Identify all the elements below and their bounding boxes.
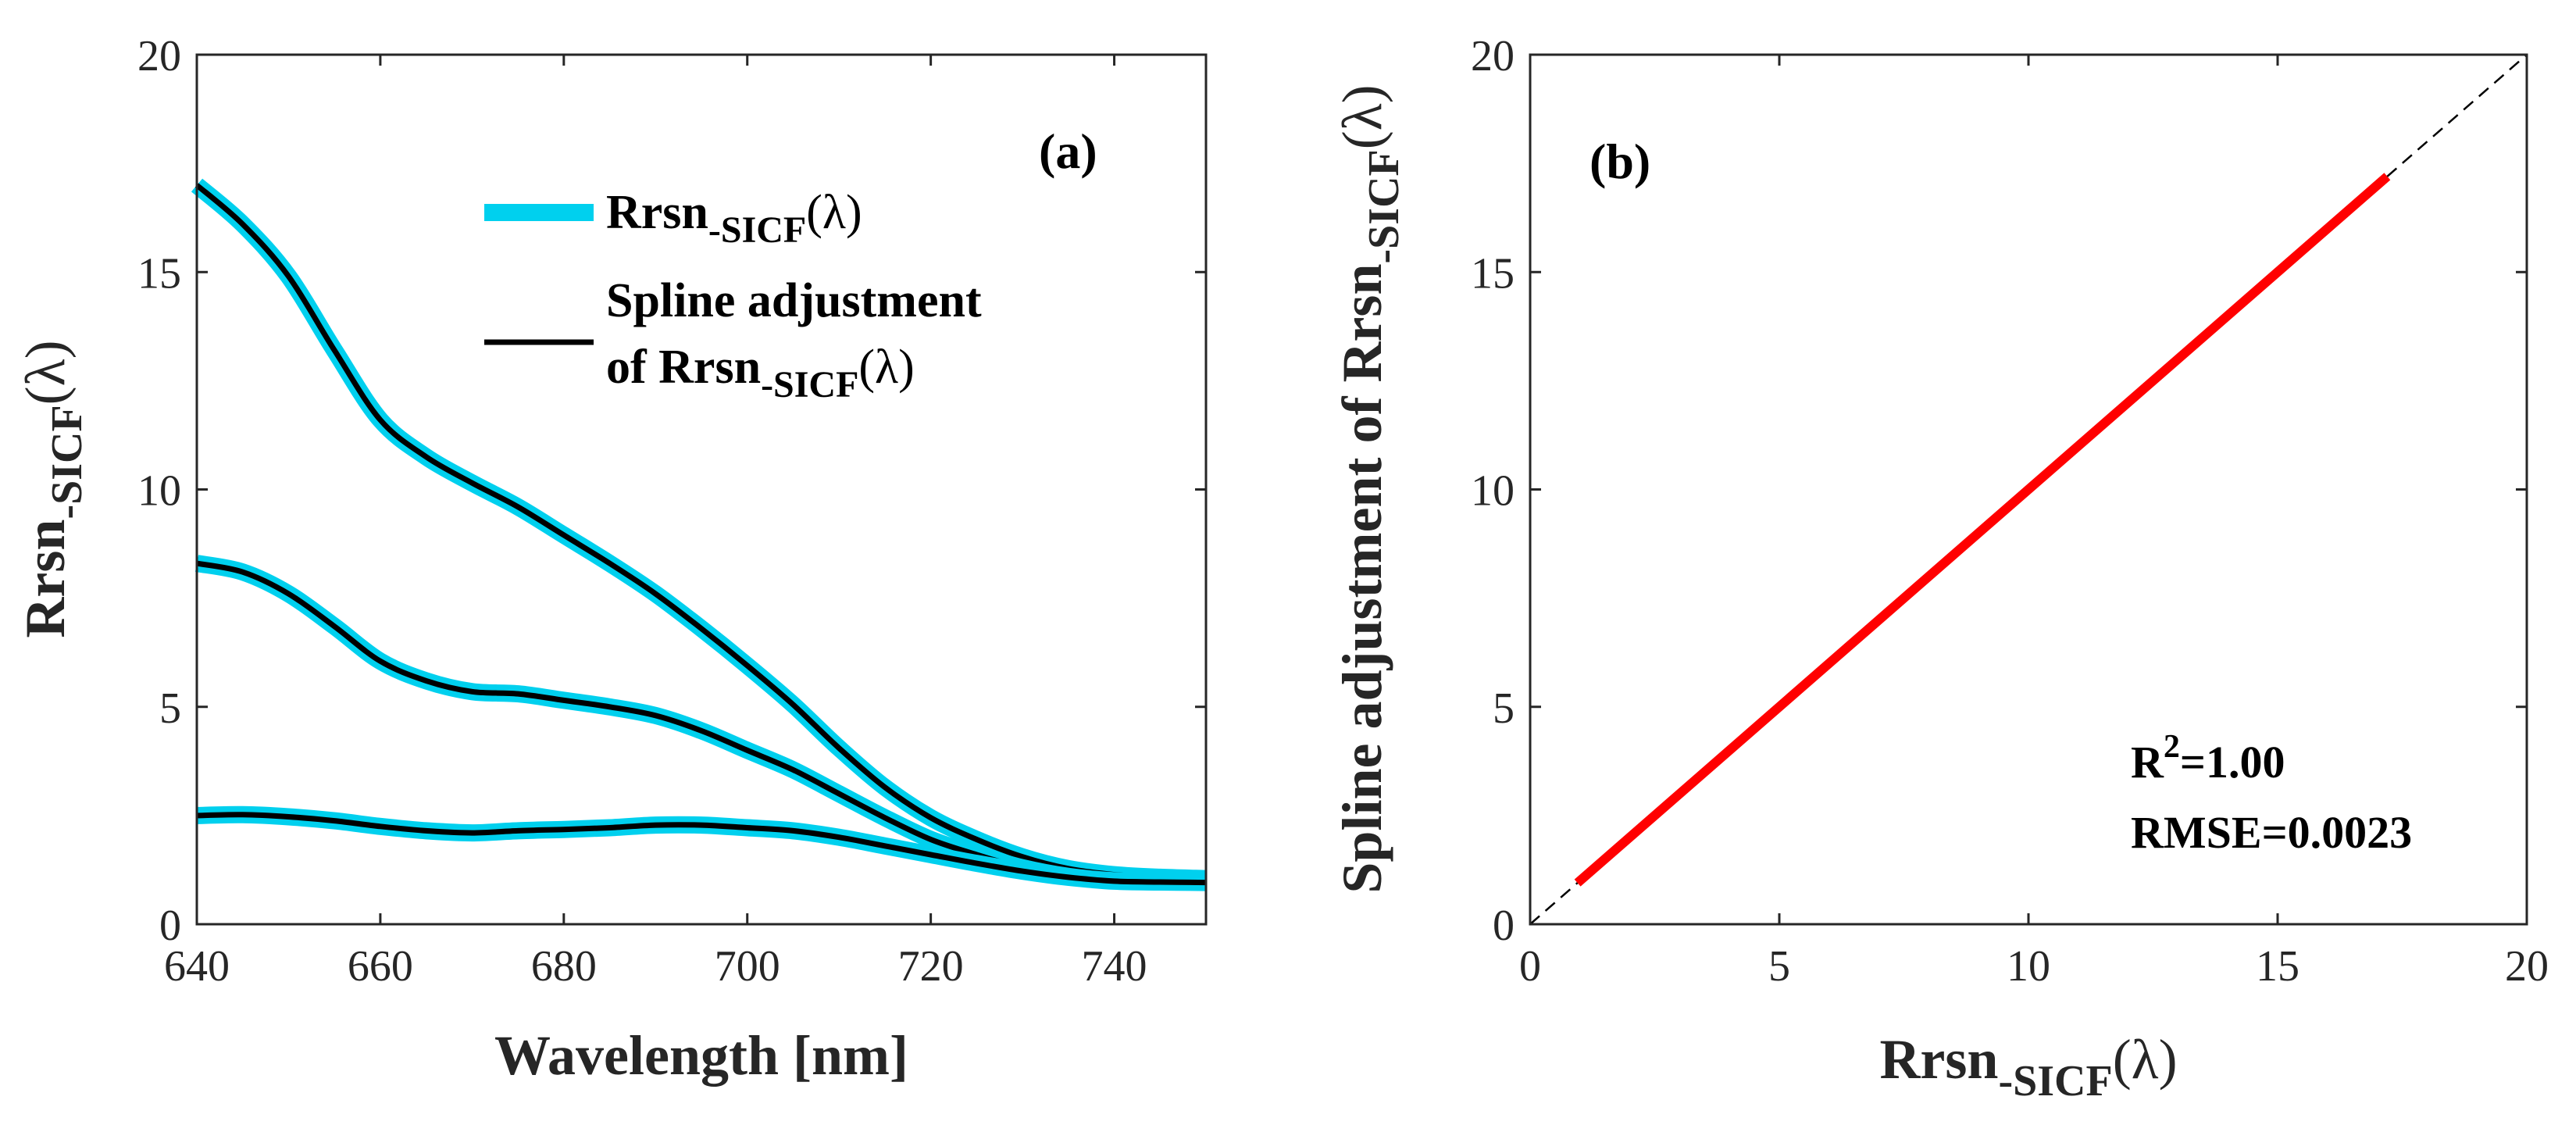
legend-label-spline-line2: of Rrsn-SICF(λ) [606,341,915,405]
panel-b-label: (b) [1589,134,1650,189]
panel-a-y-tick-label: 0 [159,902,181,950]
panel-b-lines [1529,54,2528,925]
panel-b: 0 5 10 15 20 0 5 10 15 20 (b) R2=1.00 RMSE=0.002… [1331,32,2549,1105]
panel-b-y-axis-label: Spline adjustment of Rrsn-SICF(λ) [1331,84,1408,893]
panel-a-y-ticks: 0 5 10 15 20 [137,32,1206,950]
spline-curve-high [194,183,1207,882]
panel-b-y-tick-label: 0 [1493,902,1515,950]
panel-a-x-tick-label: 640 [164,942,230,991]
panel-a-y-tick-label: 10 [137,467,181,516]
panel-b-y-tick-label: 10 [1471,467,1515,516]
fit-line [1574,173,2391,887]
legend-label-spline-line1: Spline adjustment [606,274,982,327]
panel-a-x-ticks: 640 660 680 700 720 740 [164,55,1147,991]
panel-b-y-tick-label: 20 [1471,32,1515,80]
panel-a-y-tick-label: 15 [137,249,181,298]
panel-b-x-tick-label: 5 [1768,942,1790,991]
panel-a-x-tick-label: 660 [348,942,413,991]
panel-b-x-tick-label: 0 [1519,942,1541,991]
panel-b-y-ticks: 0 5 10 15 20 [1471,32,2527,950]
panel-b-y-tick-label: 15 [1471,249,1515,298]
panel-a-x-tick-label: 740 [1082,942,1147,991]
legend-label-measured: Rrsn-SICF(λ) [606,186,862,251]
panel-b-x-axis-label: Rrsn-SICF(λ) [1879,1028,2177,1105]
panel-a-x-tick-label: 680 [531,942,597,991]
rmse-annotation: RMSE=0.0023 [2131,807,2412,858]
panel-a-x-axis-label: Wavelength [nm] [494,1024,908,1087]
measured-curve-mid [194,555,1207,891]
panel-b-x-ticks: 0 5 10 15 20 [1519,55,2549,991]
panel-a-y-tick-label: 5 [159,684,181,733]
panel-a-label: (a) [1039,123,1097,179]
r-squared-annotation: R2=1.00 [2131,729,2285,788]
panel-b-y-tick-label: 5 [1493,684,1515,733]
panel-a-y-axis-label: Rrsn-SICF(λ) [14,340,91,638]
panel-a-x-tick-label: 720 [898,942,964,991]
panel-a-curves [191,178,1207,891]
panel-b-x-tick-label: 15 [2256,942,2299,991]
panel-b-x-tick-label: 20 [2505,942,2549,991]
panel-a-y-tick-label: 20 [137,32,181,80]
legend: Rrsn-SICF(λ) Spline adjustment of Rrsn-S… [484,186,982,405]
panel-a-axes-box [195,53,1208,926]
panel-b-x-tick-label: 10 [2007,942,2050,991]
panel-a-x-tick-label: 700 [715,942,780,991]
spline-curve-low [196,812,1207,886]
panel-a: 640 660 680 700 720 740 0 5 10 15 20 (a) Rrsn-SIC… [14,32,1208,1087]
